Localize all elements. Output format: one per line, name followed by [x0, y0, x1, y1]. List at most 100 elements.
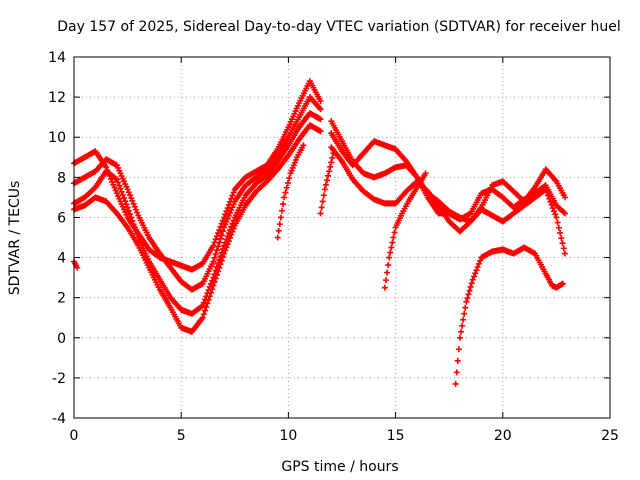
- data-point: [460, 316, 467, 323]
- data-point: [134, 231, 141, 238]
- data-point: [549, 205, 556, 212]
- axis-ticks: 0 5 10 15 20 25 -4 -2 0 2 4 6 8 10 12 14: [48, 50, 619, 444]
- data-point: [322, 181, 329, 188]
- data-point: [388, 244, 395, 251]
- y-tick-label: 6: [57, 210, 66, 226]
- data-point: [218, 232, 225, 239]
- data-point: [329, 154, 336, 161]
- data-point: [560, 245, 567, 252]
- series-trace-j: [274, 142, 307, 241]
- series-trace-g: [328, 144, 568, 257]
- data-point: [215, 268, 222, 275]
- data-point: [230, 225, 237, 232]
- data-points: [71, 78, 568, 387]
- data-point: [561, 210, 568, 217]
- data-point: [125, 189, 132, 196]
- y-axis-label: SDTVAR / TECUs: [7, 181, 23, 296]
- data-point: [327, 163, 334, 170]
- data-point: [557, 229, 564, 236]
- data-point: [221, 250, 228, 257]
- data-point: [200, 311, 207, 318]
- data-point: [555, 224, 562, 231]
- data-point: [464, 295, 471, 302]
- data-point: [229, 204, 236, 211]
- data-point: [559, 280, 566, 287]
- data-point: [543, 189, 550, 196]
- data-point: [112, 187, 119, 194]
- data-point: [205, 296, 212, 303]
- data-point: [474, 264, 481, 271]
- chart-title: Day 157 of 2025, Sidereal Day-to-day VTE…: [57, 19, 620, 35]
- data-point: [452, 380, 459, 387]
- grid-lines: [74, 57, 610, 418]
- data-point: [228, 195, 235, 202]
- y-tick-label: 2: [57, 291, 66, 307]
- data-point: [116, 182, 123, 189]
- data-point: [283, 184, 290, 191]
- data-point: [219, 254, 226, 261]
- data-point: [118, 188, 125, 195]
- data-point: [477, 257, 484, 264]
- data-point: [325, 172, 332, 179]
- y-tick-label: -4: [52, 411, 66, 427]
- data-point: [223, 218, 230, 225]
- data-point: [454, 357, 461, 364]
- data-point: [229, 228, 236, 235]
- data-point: [111, 184, 118, 191]
- data-point: [280, 201, 287, 208]
- data-point: [558, 235, 565, 242]
- x-axis-label: GPS time / hours: [281, 459, 398, 475]
- data-point: [286, 175, 293, 182]
- x-tick-label: 0: [70, 428, 79, 444]
- data-point: [225, 212, 232, 219]
- data-point: [124, 204, 131, 211]
- data-point: [227, 209, 234, 216]
- data-point: [453, 369, 460, 376]
- data-point: [223, 208, 230, 215]
- series-trace-d: [71, 122, 324, 335]
- data-point: [209, 286, 216, 293]
- data-point: [278, 207, 285, 214]
- data-point: [211, 254, 218, 261]
- data-point: [121, 195, 128, 202]
- data-point: [216, 239, 223, 246]
- x-tick-label: 15: [387, 428, 405, 444]
- data-point: [475, 260, 482, 267]
- data-point: [422, 170, 429, 177]
- data-point: [213, 247, 220, 254]
- data-point: [473, 267, 480, 274]
- series-trace-e: [328, 118, 568, 225]
- data-point: [228, 207, 235, 214]
- series-trace-l: [71, 258, 81, 271]
- data-point: [109, 178, 116, 185]
- data-point: [321, 186, 328, 193]
- data-point: [546, 195, 553, 202]
- data-point: [323, 177, 330, 184]
- data-point: [219, 217, 226, 224]
- data-point: [213, 233, 220, 240]
- x-tick-label: 5: [177, 428, 186, 444]
- data-point: [382, 277, 389, 284]
- data-point: [471, 273, 478, 280]
- data-point: [469, 276, 476, 283]
- x-tick-label: 25: [601, 428, 619, 444]
- data-point: [131, 224, 138, 231]
- data-point: [134, 209, 141, 216]
- y-tick-label: 14: [48, 50, 66, 66]
- data-point: [216, 226, 223, 233]
- series-trace-i: [381, 170, 429, 291]
- data-point: [553, 214, 560, 221]
- data-point: [384, 269, 391, 276]
- data-point: [224, 241, 231, 248]
- data-point: [277, 214, 284, 221]
- data-point: [545, 192, 552, 199]
- data-point: [386, 254, 393, 261]
- data-point: [472, 270, 479, 277]
- data-point: [218, 220, 225, 227]
- data-point: [129, 217, 136, 224]
- data-point: [210, 282, 217, 289]
- data-point: [552, 211, 559, 218]
- data-point: [122, 198, 129, 205]
- data-point: [230, 189, 237, 196]
- data-point: [115, 179, 122, 186]
